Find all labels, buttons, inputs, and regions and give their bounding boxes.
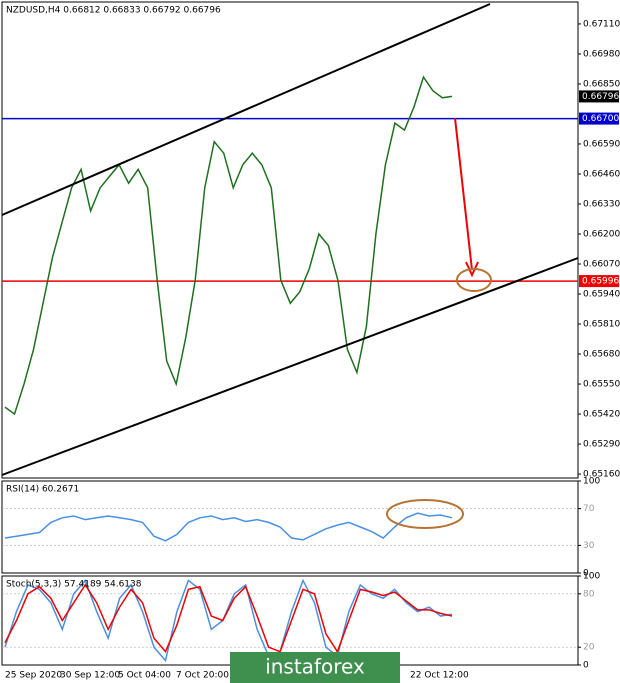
panel-frame xyxy=(1,1,579,479)
y-tick-label: 0.66850 xyxy=(583,79,620,89)
x-tick-label: 7 Oct 20:00 xyxy=(176,671,229,681)
channel-lower xyxy=(1,257,579,476)
panel-title: RSI(14) 60.2671 xyxy=(6,485,79,495)
series-line xyxy=(4,512,453,542)
watermark-box xyxy=(230,652,400,683)
price-box xyxy=(579,112,619,125)
arrow xyxy=(454,117,473,271)
panel-frame xyxy=(1,480,579,574)
y-tick-label: 0.65160 xyxy=(583,470,620,480)
x-tick-label: 22 Oct 12:00 xyxy=(410,671,469,681)
y-tick-label: 0.65810 xyxy=(583,320,620,330)
y-tick-label: 0.66330 xyxy=(583,199,620,209)
series-line xyxy=(4,578,453,663)
target-ellipse xyxy=(456,268,492,292)
y-tick-label: 80 xyxy=(583,589,595,599)
y-tick-label: 0.65680 xyxy=(583,350,620,360)
y-tick-label: 0 xyxy=(583,569,589,579)
watermark: instaforex xyxy=(265,655,365,679)
price-box-label: 0.66796 xyxy=(582,92,619,102)
x-tick-label: 5 Oct 04:00 xyxy=(118,671,171,681)
arrow-head xyxy=(465,261,479,278)
y-tick-label: 0.66590 xyxy=(583,139,620,149)
y-tick-label: 70 xyxy=(583,504,595,514)
price-box xyxy=(579,275,619,288)
y-tick-label: 0.65550 xyxy=(583,380,620,390)
y-tick-label: 0 xyxy=(583,661,589,671)
y-tick-label: 100 xyxy=(583,572,600,582)
price-box xyxy=(579,90,619,103)
series-line xyxy=(4,583,453,654)
price-box-label: 0.65996 xyxy=(582,277,619,287)
y-tick-label: 100 xyxy=(583,477,600,487)
series-line xyxy=(4,75,453,416)
y-tick-label: 0.66200 xyxy=(583,229,620,239)
y-tick-label: 0.66070 xyxy=(583,260,620,270)
y-tick-label: 0.66460 xyxy=(583,169,620,179)
x-tick-label: 30 Sep 12:00 xyxy=(60,671,120,681)
panel-title: Stoch(5,3,3) 57.4189 54.6138 xyxy=(6,580,142,590)
y-tick-label: 0.65290 xyxy=(583,440,620,450)
panel-title: NZDUSD,H4 0.66812 0.66833 0.66792 0.6679… xyxy=(6,6,221,16)
y-tick-label: 0.65940 xyxy=(583,290,620,300)
y-tick-label: 0.67110 xyxy=(583,19,620,29)
y-tick-label: 30 xyxy=(583,541,595,551)
y-tick-label: 0.66980 xyxy=(583,49,620,59)
price-box-label: 0.66700 xyxy=(582,114,619,124)
rsi-ellipse xyxy=(386,499,464,529)
y-tick-label: 0.65420 xyxy=(583,410,620,420)
x-tick-label: 25 Sep 2020 xyxy=(5,671,62,681)
channel-upper xyxy=(1,3,491,216)
y-tick-label: 20 xyxy=(583,643,595,653)
